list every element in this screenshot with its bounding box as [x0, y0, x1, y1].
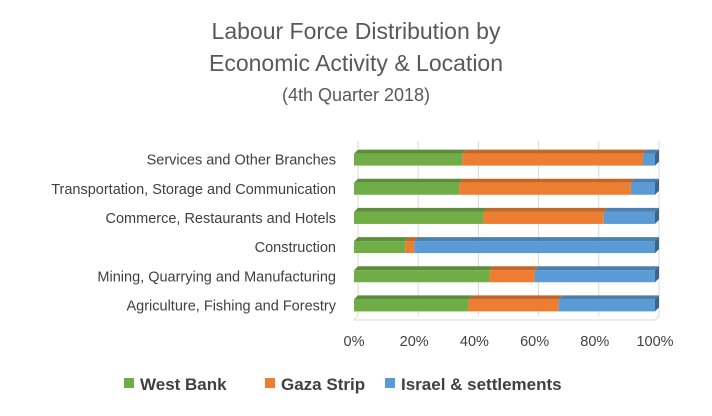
legend-swatch [265, 378, 275, 388]
x-tick-label: 60% [520, 334, 549, 350]
bar-segment-side [655, 266, 659, 283]
bar-segment-top [354, 295, 473, 300]
bar-segment-front [405, 241, 415, 254]
bar-segment-top [489, 266, 539, 271]
x-tick-label: 100% [636, 334, 673, 350]
x-tick-label: 80% [580, 334, 609, 350]
bar-segment-top [354, 149, 467, 154]
bar-segment [354, 295, 473, 312]
legend-swatch [385, 378, 395, 388]
bar-segment-top [642, 149, 659, 154]
bar-segment [603, 207, 659, 224]
axis-floor-edge [654, 315, 660, 321]
legend-item: Israel & settlements [385, 375, 562, 394]
bar-segment [462, 149, 647, 166]
bar-segment-front [354, 241, 406, 254]
bar-segment-side [655, 178, 659, 195]
bar-segment-side [655, 295, 659, 312]
bar-segment-top [354, 266, 494, 271]
chart-title-line-1: Labour Force Distribution by [212, 18, 501, 44]
bar-segment-top [483, 207, 608, 212]
bar-segment-top [468, 295, 563, 300]
chart-subtitle: (4th Quarter 2018) [282, 85, 430, 105]
bar-segment-top [354, 237, 410, 242]
bar-segment-top [459, 178, 635, 183]
bar-segment [642, 149, 659, 166]
bar-segment [405, 237, 419, 254]
bar-segment-top [534, 266, 659, 271]
bar-segment-front [468, 299, 559, 312]
category-label: Agriculture, Fishing and Forestry [126, 298, 336, 314]
legend-item: West Bank [124, 375, 227, 394]
bar-segment [354, 178, 464, 195]
category-label: Services and Other Branches [147, 153, 336, 169]
bar-segment-front [354, 211, 484, 224]
bar-segment-front [558, 299, 655, 312]
bar-segment-front [630, 182, 655, 195]
x-tick-label: 40% [460, 334, 489, 350]
bar-segment-top [630, 178, 659, 183]
bar-segment [354, 207, 488, 224]
bar-segment-front [414, 241, 655, 254]
category-label: Transportation, Storage and Communicatio… [51, 182, 336, 198]
bar-segment [354, 266, 494, 283]
category-label: Mining, Quarrying and Manufacturing [97, 269, 336, 285]
bar-segment-front [354, 299, 469, 312]
bar-segment-front [354, 270, 490, 283]
category-labels: Services and Other Branches Transportatio… [51, 153, 337, 315]
bar-segment-side [655, 149, 659, 166]
bar-segment-side [655, 237, 659, 254]
bar-segment-front [354, 182, 460, 195]
bar-segment-top [405, 237, 419, 242]
bar-segment [354, 237, 410, 254]
bar-segment-front [642, 153, 655, 166]
bar-segment [534, 266, 659, 283]
legend-swatch [124, 378, 134, 388]
bar-segment-front [462, 153, 643, 166]
category-label: Commerce, Restaurants and Hotels [106, 211, 337, 227]
bar-segment-front [534, 270, 655, 283]
bar-segment [414, 237, 659, 254]
bar-segment [459, 178, 635, 195]
bar-segment [354, 149, 467, 166]
bar-segment-front [489, 270, 535, 283]
category-label: Construction [255, 240, 336, 256]
bar-segment [558, 295, 659, 312]
legend-label: West Bank [140, 375, 227, 394]
bar-segment-side [655, 207, 659, 224]
legend-label: Gaza Strip [281, 375, 365, 394]
bar-segment-top [414, 237, 659, 242]
bar-segment-top [354, 178, 464, 183]
gridlines [353, 141, 660, 321]
bar-segment-front [459, 182, 631, 195]
legend-label: Israel & settlements [401, 375, 562, 394]
bar-segment-top [603, 207, 659, 212]
bar-segment-top [462, 149, 647, 154]
legend: West Bank Gaza Strip Israel & settlements [124, 375, 562, 394]
bar-segment-front [603, 211, 655, 224]
bars [354, 149, 659, 312]
bar-segment [630, 178, 659, 195]
bar-segment-front [354, 153, 463, 166]
axis-floor-edge [353, 315, 359, 321]
x-tick-label: 0% [344, 334, 365, 350]
x-tick-labels: 0% 20% 40% 60% 80% 100% [344, 334, 674, 350]
bar-segment-top [558, 295, 659, 300]
x-tick-label: 20% [400, 334, 429, 350]
bar-segment-front [483, 211, 604, 224]
bar-segment [483, 207, 608, 224]
bar-segment [468, 295, 563, 312]
chart-title-line-2: Economic Activity & Location [209, 50, 503, 76]
legend-item: Gaza Strip [265, 375, 365, 394]
bar-segment [489, 266, 539, 283]
bar-segment-top [354, 207, 488, 212]
